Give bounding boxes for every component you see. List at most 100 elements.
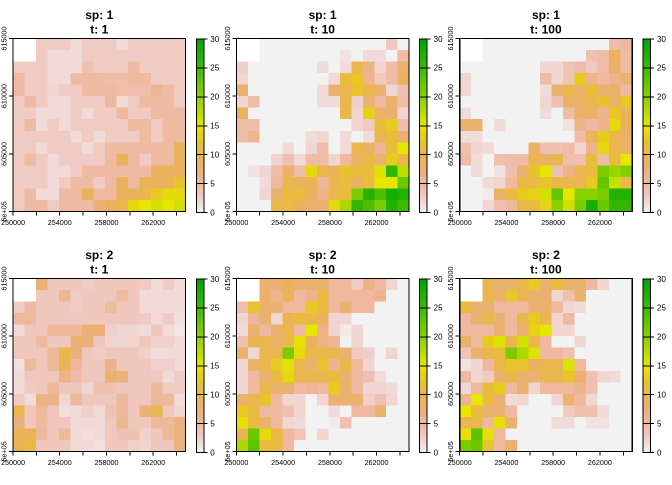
- svg-text:6e+05: 6e+05: [446, 201, 455, 221]
- svg-text:615000: 615000: [223, 267, 232, 291]
- svg-text:615000: 615000: [0, 267, 9, 291]
- svg-text:258000: 258000: [94, 218, 118, 227]
- svg-text:10: 10: [210, 390, 219, 399]
- svg-text:sp: 1: sp: 1: [532, 8, 560, 22]
- svg-text:605000: 605000: [0, 382, 9, 406]
- svg-text:25: 25: [657, 304, 666, 313]
- svg-text:15: 15: [434, 362, 443, 371]
- svg-text:30: 30: [434, 275, 443, 284]
- svg-text:258000: 258000: [541, 458, 565, 467]
- svg-text:610000: 610000: [223, 84, 232, 108]
- svg-text:25: 25: [210, 64, 219, 73]
- svg-text:262000: 262000: [588, 218, 612, 227]
- svg-text:0: 0: [657, 448, 662, 457]
- svg-text:258000: 258000: [318, 218, 342, 227]
- svg-text:10: 10: [434, 390, 443, 399]
- svg-text:30: 30: [210, 275, 219, 284]
- svg-text:610000: 610000: [0, 84, 9, 108]
- svg-text:sp: 1: sp: 1: [85, 8, 113, 22]
- svg-text:sp: 2: sp: 2: [85, 248, 113, 262]
- svg-text:30: 30: [210, 35, 219, 44]
- svg-text:605000: 605000: [446, 142, 455, 166]
- svg-text:20: 20: [657, 333, 666, 342]
- svg-text:262000: 262000: [365, 218, 389, 227]
- svg-text:10: 10: [657, 150, 666, 159]
- svg-text:10: 10: [210, 150, 219, 159]
- svg-text:10: 10: [434, 150, 443, 159]
- svg-text:5: 5: [657, 419, 662, 428]
- svg-text:258000: 258000: [541, 218, 565, 227]
- svg-text:5: 5: [210, 179, 215, 188]
- svg-text:610000: 610000: [446, 324, 455, 348]
- svg-text:254000: 254000: [271, 218, 295, 227]
- svg-text:250000: 250000: [1, 458, 25, 467]
- svg-text:605000: 605000: [0, 142, 9, 166]
- svg-text:250000: 250000: [448, 458, 472, 467]
- svg-text:15: 15: [657, 122, 666, 131]
- svg-text:250000: 250000: [448, 218, 472, 227]
- svg-text:5: 5: [657, 179, 662, 188]
- svg-text:610000: 610000: [223, 324, 232, 348]
- svg-text:25: 25: [434, 64, 443, 73]
- svg-text:254000: 254000: [48, 218, 72, 227]
- svg-text:30: 30: [434, 35, 443, 44]
- svg-text:t: 1: t: 1: [90, 23, 108, 37]
- svg-text:t: 100: t: 100: [530, 263, 562, 277]
- svg-text:5: 5: [434, 179, 439, 188]
- svg-text:250000: 250000: [1, 218, 25, 227]
- svg-text:t: 1: t: 1: [90, 263, 108, 277]
- svg-text:15: 15: [434, 122, 443, 131]
- svg-text:262000: 262000: [141, 218, 165, 227]
- svg-text:5: 5: [434, 419, 439, 428]
- svg-text:262000: 262000: [588, 458, 612, 467]
- svg-text:254000: 254000: [494, 458, 518, 467]
- svg-text:5: 5: [210, 419, 215, 428]
- svg-text:258000: 258000: [94, 458, 118, 467]
- svg-text:30: 30: [657, 35, 666, 44]
- svg-text:25: 25: [210, 304, 219, 313]
- svg-text:615000: 615000: [446, 267, 455, 291]
- svg-text:610000: 610000: [446, 84, 455, 108]
- svg-text:6e+05: 6e+05: [0, 441, 9, 461]
- svg-text:615000: 615000: [446, 27, 455, 51]
- svg-text:sp: 2: sp: 2: [532, 248, 560, 262]
- svg-text:262000: 262000: [141, 458, 165, 467]
- svg-text:20: 20: [434, 333, 443, 342]
- svg-text:605000: 605000: [446, 382, 455, 406]
- svg-text:0: 0: [210, 448, 215, 457]
- svg-text:605000: 605000: [223, 142, 232, 166]
- svg-text:t: 100: t: 100: [530, 23, 562, 37]
- svg-text:t: 10: t: 10: [310, 23, 335, 37]
- svg-text:0: 0: [434, 208, 439, 217]
- svg-text:6e+05: 6e+05: [0, 201, 9, 221]
- svg-text:6e+05: 6e+05: [446, 441, 455, 461]
- svg-text:20: 20: [434, 93, 443, 102]
- svg-text:6e+05: 6e+05: [223, 201, 232, 221]
- svg-text:254000: 254000: [271, 458, 295, 467]
- svg-text:20: 20: [210, 93, 219, 102]
- svg-text:15: 15: [657, 362, 666, 371]
- svg-text:sp: 2: sp: 2: [309, 248, 337, 262]
- svg-text:20: 20: [210, 333, 219, 342]
- svg-text:250000: 250000: [224, 218, 248, 227]
- svg-text:15: 15: [210, 122, 219, 131]
- svg-text:615000: 615000: [223, 27, 232, 51]
- svg-text:25: 25: [434, 304, 443, 313]
- svg-text:254000: 254000: [48, 458, 72, 467]
- svg-text:0: 0: [657, 208, 662, 217]
- svg-text:0: 0: [434, 448, 439, 457]
- svg-text:t: 10: t: 10: [310, 263, 335, 277]
- svg-text:sp: 1: sp: 1: [309, 8, 337, 22]
- svg-text:30: 30: [657, 275, 666, 284]
- svg-text:6e+05: 6e+05: [223, 441, 232, 461]
- svg-text:15: 15: [210, 362, 219, 371]
- svg-text:262000: 262000: [365, 458, 389, 467]
- svg-text:0: 0: [210, 208, 215, 217]
- svg-text:615000: 615000: [0, 27, 9, 51]
- svg-text:610000: 610000: [0, 324, 9, 348]
- svg-text:605000: 605000: [223, 382, 232, 406]
- svg-text:250000: 250000: [224, 458, 248, 467]
- svg-text:25: 25: [657, 64, 666, 73]
- svg-text:20: 20: [657, 93, 666, 102]
- svg-text:10: 10: [657, 390, 666, 399]
